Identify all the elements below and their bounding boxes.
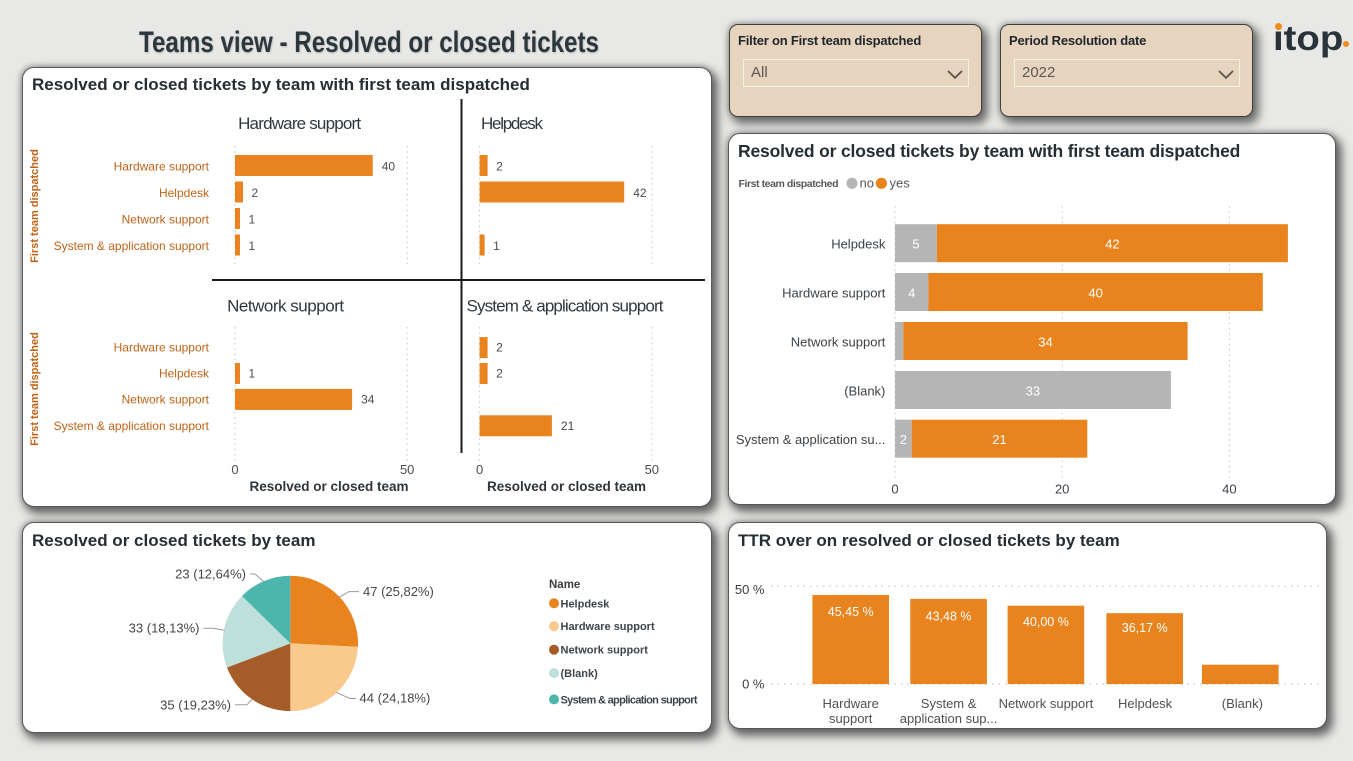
svg-text:33 (18,13%): 33 (18,13%): [129, 621, 200, 636]
svg-text:44 (24,18%): 44 (24,18%): [360, 691, 431, 706]
svg-text:Network support: Network support: [999, 696, 1094, 711]
svg-text:Helpdesk: Helpdesk: [159, 186, 210, 200]
svg-text:50 %: 50 %: [735, 582, 765, 597]
svg-text:Hardware: Hardware: [823, 696, 879, 711]
svg-text:(Blank): (Blank): [561, 668, 599, 680]
svg-text:Resolved or closed team: Resolved or closed team: [487, 479, 646, 494]
svg-text:Helpdesk: Helpdesk: [1118, 696, 1173, 711]
svg-text:23 (12,64%): 23 (12,64%): [175, 567, 246, 582]
svg-text:40,00 %: 40,00 %: [1023, 615, 1069, 629]
svg-text:Hardware support: Hardware support: [114, 341, 210, 355]
svg-text:support: support: [829, 711, 873, 726]
svg-text:First team dispatched: First team dispatched: [29, 332, 41, 446]
svg-text:Network support: Network support: [122, 392, 210, 406]
svg-text:0: 0: [476, 462, 483, 477]
svg-text:System & application support: System & application support: [54, 419, 210, 433]
svg-text:21: 21: [561, 419, 575, 433]
svg-text:Network support: Network support: [227, 297, 344, 316]
svg-text:Resolved or closed team: Resolved or closed team: [249, 479, 408, 494]
svg-text:43,48 %: 43,48 %: [926, 610, 972, 624]
svg-text:First team dispatched: First team dispatched: [739, 178, 839, 190]
svg-text:Helpdesk: Helpdesk: [481, 114, 544, 133]
svg-text:4: 4: [908, 286, 915, 301]
svg-text:40: 40: [382, 160, 396, 174]
svg-text:35 (19,23%): 35 (19,23%): [160, 697, 231, 712]
svg-text:42: 42: [1105, 237, 1119, 252]
svg-text:0: 0: [891, 482, 898, 497]
svg-text:Name: Name: [549, 579, 580, 591]
svg-text:System & application support: System & application support: [561, 694, 698, 706]
svg-text:System & application su...: System & application su...: [736, 432, 886, 447]
svg-text:Helpdesk: Helpdesk: [831, 237, 886, 252]
svg-text:1: 1: [493, 239, 500, 253]
svg-text:Network support: Network support: [791, 335, 886, 350]
svg-text:36,17 %: 36,17 %: [1122, 621, 1168, 635]
svg-text:45,45 %: 45,45 %: [828, 605, 874, 619]
svg-text:2: 2: [252, 186, 259, 200]
svg-text:2: 2: [496, 341, 503, 355]
svg-text:50: 50: [645, 462, 659, 477]
svg-text:Helpdesk: Helpdesk: [159, 367, 210, 381]
svg-text:Hardware support: Hardware support: [238, 114, 361, 133]
svg-text:2: 2: [496, 160, 503, 174]
svg-text:40: 40: [1088, 286, 1102, 301]
svg-text:1: 1: [249, 213, 256, 227]
svg-text:2: 2: [496, 367, 503, 381]
svg-text:application sup...: application sup...: [900, 711, 998, 726]
svg-text:Hardware support: Hardware support: [114, 160, 210, 174]
svg-text:yes: yes: [890, 176, 911, 191]
svg-text:5: 5: [912, 237, 919, 252]
svg-text:1: 1: [249, 367, 256, 381]
svg-text:47 (25,82%): 47 (25,82%): [363, 584, 434, 599]
svg-text:2: 2: [900, 432, 907, 447]
svg-text:33: 33: [1026, 384, 1040, 399]
svg-text:34: 34: [1038, 335, 1052, 350]
svg-text:Helpdesk: Helpdesk: [561, 598, 611, 610]
svg-text:40: 40: [1222, 482, 1236, 497]
svg-text:System & application support: System & application support: [54, 239, 210, 253]
svg-text:0: 0: [231, 462, 238, 477]
svg-text:Hardware support: Hardware support: [782, 286, 886, 301]
svg-text:0 %: 0 %: [742, 677, 765, 692]
svg-text:System & application support: System & application support: [467, 297, 664, 316]
svg-text:20: 20: [1055, 482, 1069, 497]
svg-text:no: no: [860, 176, 874, 191]
svg-text:34: 34: [361, 392, 375, 406]
svg-text:Hardware support: Hardware support: [561, 621, 655, 633]
svg-text:50: 50: [400, 462, 414, 477]
svg-text:42: 42: [633, 186, 647, 200]
svg-text:System &: System &: [921, 696, 977, 711]
svg-text:1: 1: [249, 239, 256, 253]
svg-text:21: 21: [992, 432, 1006, 447]
svg-text:First team dispatched: First team dispatched: [29, 149, 41, 263]
svg-text:Network support: Network support: [561, 645, 649, 657]
svg-text:(Blank): (Blank): [1222, 696, 1263, 711]
svg-text:(Blank): (Blank): [844, 384, 885, 399]
svg-text:Network support: Network support: [122, 213, 210, 227]
